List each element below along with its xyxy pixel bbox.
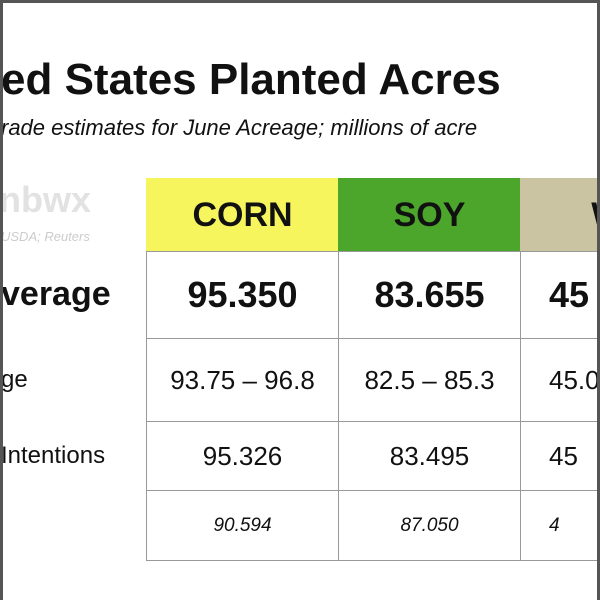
value-cell: 83.655 xyxy=(338,251,521,339)
column-header: WI xyxy=(520,178,597,252)
value-cell: 45 xyxy=(520,421,597,491)
value-cell: 82.5 – 85.3 xyxy=(338,338,521,422)
column-header: CORN xyxy=(146,178,339,252)
value-cell: 95.326 xyxy=(146,421,339,491)
value-cell: 45.0 xyxy=(520,338,597,422)
subtitle: rade estimates for June Acreage; million… xyxy=(1,115,478,140)
watermark-source: USDA; Reuters xyxy=(1,229,90,244)
value-cell: 87.050 xyxy=(338,490,521,561)
value-cell: 93.75 – 96.8 xyxy=(146,338,339,422)
value-cell: 90.594 xyxy=(146,490,339,561)
value-cell: 45 xyxy=(520,251,597,339)
value-cell: 4 xyxy=(520,490,597,561)
watermark-logo: nbwx xyxy=(0,179,92,220)
row-label: Intentions xyxy=(1,441,106,469)
value-cell: 95.350 xyxy=(146,251,339,339)
row-label: ge xyxy=(1,365,28,393)
column-header: SOY xyxy=(338,178,521,252)
value-cell: 83.495 xyxy=(338,421,521,491)
title: ed States Planted Acres xyxy=(1,55,501,104)
row-label: verage xyxy=(1,275,111,313)
